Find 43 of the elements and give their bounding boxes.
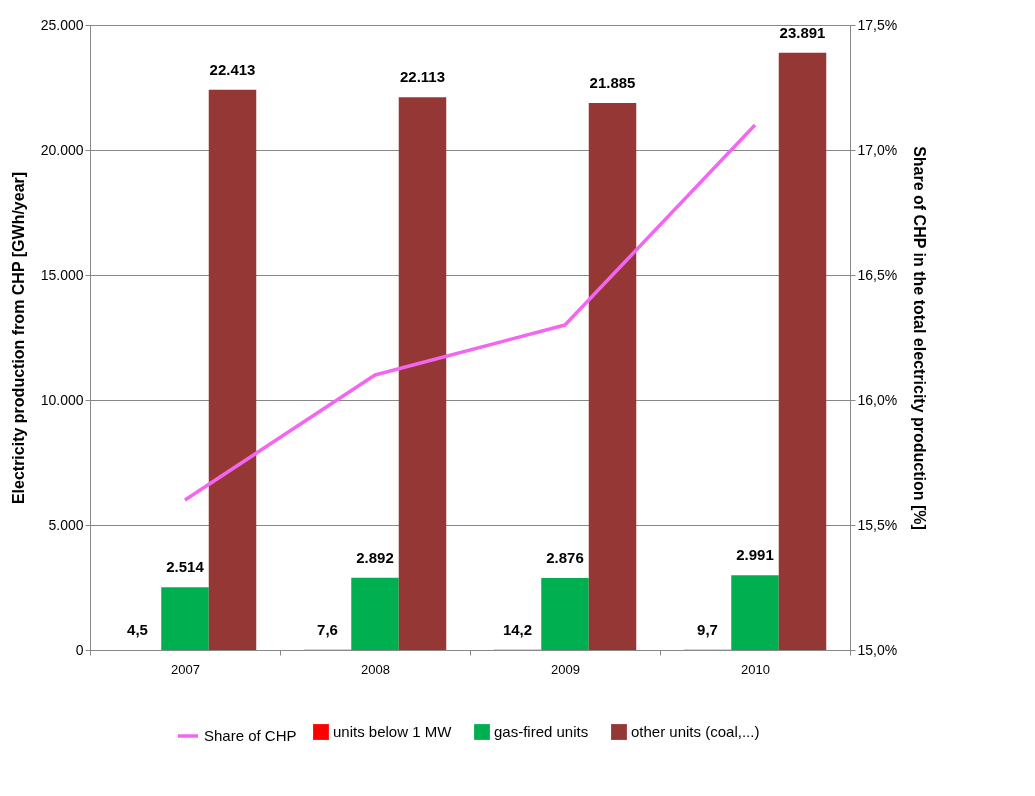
legend-label: units below 1 MW <box>333 723 453 740</box>
y-tick-label: 10.000 <box>40 391 84 408</box>
data-label: 7,6 <box>317 620 338 638</box>
data-label: 23.891 <box>779 23 826 41</box>
data-label: 2.876 <box>546 549 584 567</box>
bar <box>588 102 637 650</box>
bar <box>351 577 399 650</box>
data-label: 2.991 <box>736 546 774 564</box>
y2-tick-label: 15,0% <box>857 641 898 658</box>
y-tick-label: 0 <box>75 641 84 658</box>
data-label: 14,2 <box>502 620 533 638</box>
y-tick-label: 20.000 <box>40 141 84 158</box>
y-tick-label: 5.000 <box>48 516 84 533</box>
data-label: 2.892 <box>356 548 394 566</box>
legend-label: Share of CHP <box>204 727 297 744</box>
bar <box>208 89 257 650</box>
bar <box>161 587 209 650</box>
line-series <box>183 123 757 502</box>
x-tick-label: 2008 <box>361 661 390 677</box>
bar <box>398 97 447 650</box>
data-label: 2.514 <box>166 558 205 576</box>
bar <box>731 575 779 650</box>
data-label: 21.885 <box>589 73 636 91</box>
legend-label: gas-fired units <box>494 723 589 740</box>
data-label: 4,5 <box>127 620 148 638</box>
y2-axis-title: Share of CHP in the total electricity production [%] <box>911 146 929 530</box>
y-tick-label: 25.000 <box>40 16 84 33</box>
y2-tick-label: 17,0% <box>857 141 898 158</box>
y-axis-title: Electricity production from CHP [GWh/year] <box>9 171 27 505</box>
x-tick-label: 2010 <box>741 661 770 677</box>
bar <box>541 578 589 650</box>
y2-tick-label: 15,5% <box>857 516 898 533</box>
y2-tick-label: 16,0% <box>857 391 898 408</box>
bar <box>778 52 827 650</box>
data-label: 22.413 <box>209 60 256 78</box>
x-tick-label: 2007 <box>171 661 200 677</box>
data-label: 22.113 <box>399 68 446 86</box>
y2-tick-label: 16,5% <box>857 266 898 283</box>
legend-label: other units (coal,...) <box>631 723 760 740</box>
y-tick-label: 15.000 <box>40 266 84 283</box>
x-tick-label: 2009 <box>551 661 580 677</box>
data-label: 9,7 <box>697 620 718 638</box>
y2-tick-label: 17,5% <box>857 16 898 33</box>
